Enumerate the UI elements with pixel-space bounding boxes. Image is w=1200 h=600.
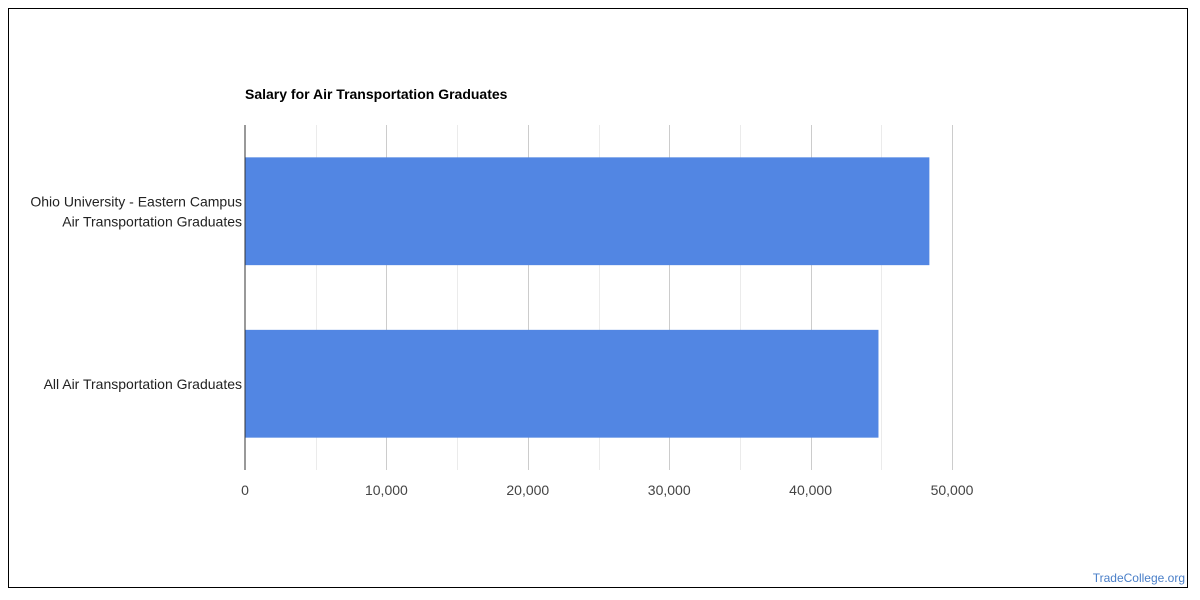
bar-1[interactable]: [245, 329, 879, 438]
x-tick-label: 0: [241, 482, 249, 498]
category-labels: Ohio University - Eastern Campus Air Tran…: [30, 193, 242, 392]
category-label-1-line-0: All Air Transportation Graduates: [44, 376, 242, 392]
x-tick-label: 50,000: [931, 482, 974, 498]
x-tick-labels: 0 10,000 20,000 30,000 40,000 50,000: [241, 482, 974, 498]
chart-frame: [8, 8, 1188, 588]
x-tick-label: 10,000: [365, 482, 408, 498]
chart-title: Salary for Air Transportation Graduates: [245, 86, 508, 102]
category-label-0-line-1: Air Transportation Graduates: [62, 213, 242, 229]
bars: [245, 157, 930, 438]
source-watermark[interactable]: TradeCollege.org: [1092, 571, 1185, 585]
x-tick-label: 30,000: [648, 482, 691, 498]
x-tick-label: 20,000: [506, 482, 549, 498]
x-tick-label: 40,000: [789, 482, 832, 498]
bar-0[interactable]: [245, 157, 930, 266]
category-label-0-line-0: Ohio University - Eastern Campus: [30, 193, 242, 209]
